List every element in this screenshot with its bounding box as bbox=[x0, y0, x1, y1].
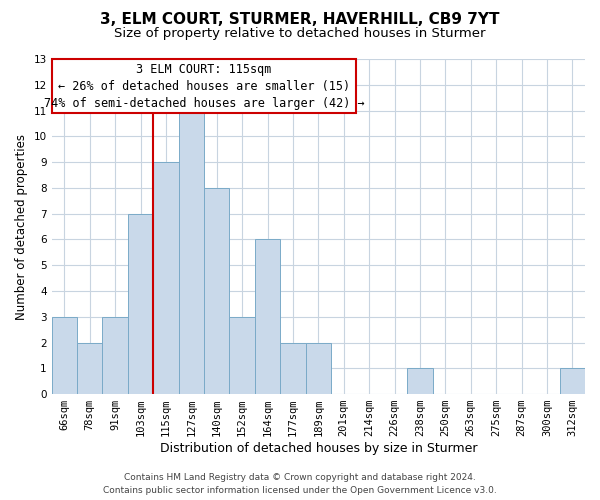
Bar bbox=[52, 317, 77, 394]
Bar bbox=[280, 342, 305, 394]
Bar bbox=[305, 342, 331, 394]
FancyBboxPatch shape bbox=[52, 59, 356, 113]
Bar bbox=[407, 368, 433, 394]
Bar bbox=[255, 240, 280, 394]
Bar bbox=[229, 317, 255, 394]
X-axis label: Distribution of detached houses by size in Sturmer: Distribution of detached houses by size … bbox=[160, 442, 477, 455]
Text: 3 ELM COURT: 115sqm
← 26% of detached houses are smaller (15)
74% of semi-detach: 3 ELM COURT: 115sqm ← 26% of detached ho… bbox=[44, 62, 364, 110]
Bar bbox=[128, 214, 153, 394]
Bar bbox=[153, 162, 179, 394]
Bar bbox=[103, 317, 128, 394]
Text: Contains HM Land Registry data © Crown copyright and database right 2024.
Contai: Contains HM Land Registry data © Crown c… bbox=[103, 474, 497, 495]
Bar bbox=[560, 368, 585, 394]
Text: 3, ELM COURT, STURMER, HAVERHILL, CB9 7YT: 3, ELM COURT, STURMER, HAVERHILL, CB9 7Y… bbox=[100, 12, 500, 28]
Y-axis label: Number of detached properties: Number of detached properties bbox=[15, 134, 28, 320]
Text: Size of property relative to detached houses in Sturmer: Size of property relative to detached ho… bbox=[114, 28, 486, 40]
Bar bbox=[77, 342, 103, 394]
Bar bbox=[179, 110, 204, 394]
Bar bbox=[204, 188, 229, 394]
